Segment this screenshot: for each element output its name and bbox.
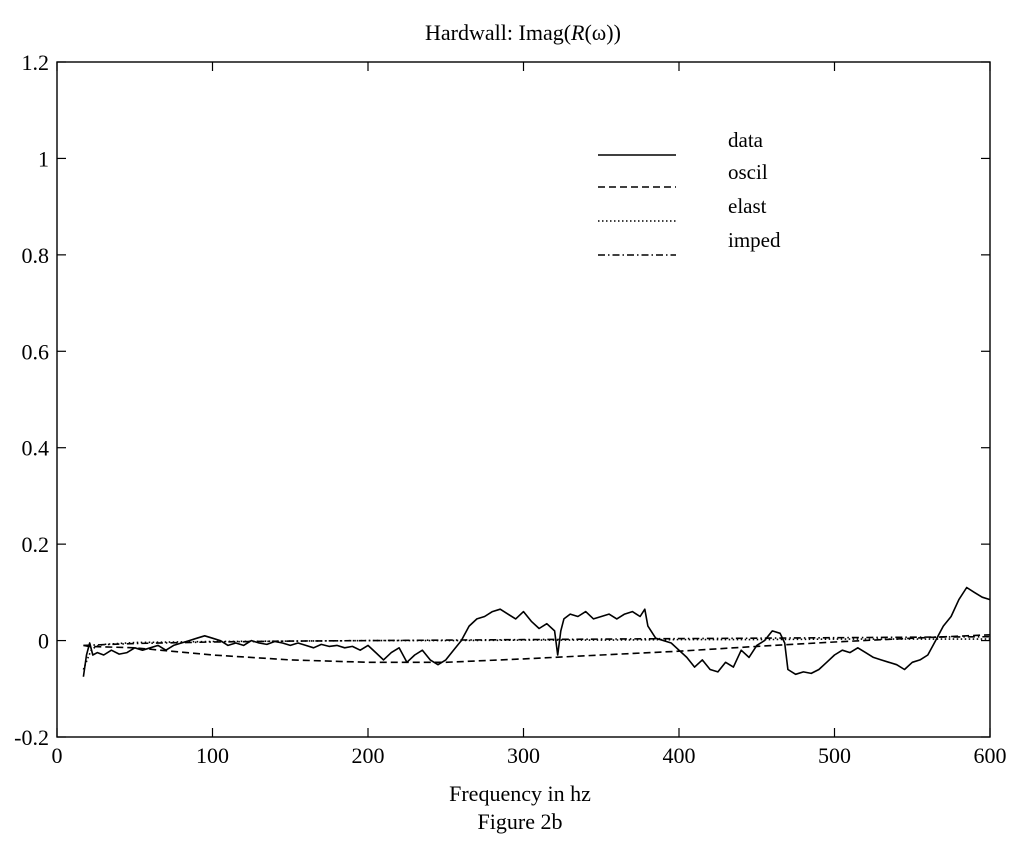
y-tick-label: 1.2 <box>22 50 50 75</box>
x-axis-label: Frequency in hz <box>449 781 591 806</box>
y-tick-label: 0.2 <box>22 532 50 557</box>
y-tick-label: 0.4 <box>22 436 50 461</box>
plot-frame <box>56 61 991 738</box>
y-tick-label: 1 <box>38 146 49 171</box>
x-tick-label: 100 <box>196 743 229 768</box>
axis-tick-labels: 0 100 200 300 400 500 600-0.200.20.40.60.811.2 <box>14 50 1006 768</box>
y-tick-label: -0.2 <box>14 725 49 750</box>
series-line-elast <box>82 638 990 670</box>
chart-title-italic: R <box>570 20 585 45</box>
x-tick-label: 600 <box>974 743 1007 768</box>
chart-title-suffix: )) <box>606 20 621 45</box>
legend-label-elast: elast <box>728 194 767 218</box>
axis-ticks <box>56 61 991 738</box>
series-layer <box>82 586 991 677</box>
legend: data oscil elast imped <box>598 128 781 256</box>
chart-title-omega: (ω <box>584 20 606 45</box>
y-tick-label: 0.8 <box>22 243 50 268</box>
figure-caption: Figure 2b <box>478 809 563 834</box>
x-tick-label: 200 <box>352 743 385 768</box>
x-tick-label: 0 <box>52 743 63 768</box>
chart-title: Hardwall: Imag(R(ω)) <box>425 20 621 45</box>
legend-label-oscil: oscil <box>728 160 768 184</box>
y-tick-label: 0 <box>38 629 49 654</box>
x-tick-label: 500 <box>818 743 851 768</box>
series-line-data <box>82 586 991 677</box>
y-tick-label: 0.6 <box>22 339 50 364</box>
chart-title-prefix: Hardwall: Imag( <box>425 20 571 45</box>
legend-label-imped: imped <box>728 228 781 252</box>
series-line-imped <box>83 635 991 647</box>
x-tick-label: 300 <box>507 743 540 768</box>
x-tick-label: 400 <box>663 743 696 768</box>
series-line-oscil <box>83 634 991 664</box>
legend-label-data: data <box>728 128 764 152</box>
